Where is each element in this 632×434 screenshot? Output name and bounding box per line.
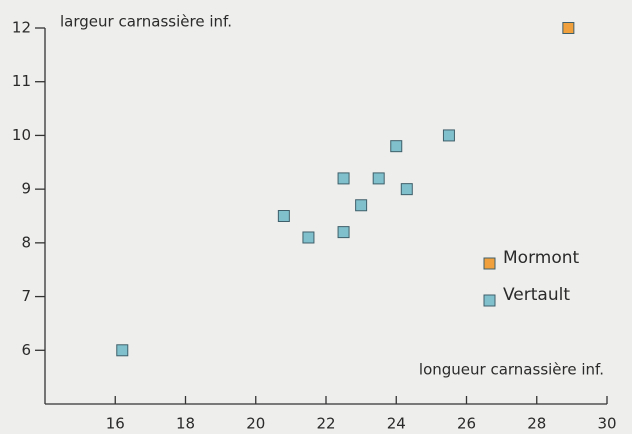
point [442, 129, 455, 142]
legend-label: Mormont [503, 248, 579, 268]
x-tick-label: 18 [176, 415, 195, 433]
y-axis-label: largeur carnassière inf. [60, 13, 232, 31]
x-tick-label: 16 [106, 415, 125, 433]
point [277, 210, 290, 222]
legend-swatch [483, 294, 496, 307]
point [400, 183, 413, 196]
x-tick-label: 26 [457, 415, 476, 433]
point [116, 344, 129, 357]
x-axis-label: longueur carnassière inf. [419, 361, 604, 379]
y-tick-label: 11 [12, 72, 31, 90]
point [337, 226, 350, 239]
y-tick-label: 10 [12, 126, 31, 144]
y-tick-label: 7 [21, 287, 31, 305]
legend-label: Vertault [503, 285, 570, 305]
x-tick-label: 24 [387, 415, 406, 433]
x-tick-label: 28 [527, 415, 546, 433]
x-tick-label: 30 [597, 415, 616, 433]
x-tick-label: 22 [316, 415, 335, 433]
legend-swatch [483, 257, 496, 270]
point [355, 199, 368, 212]
x-tick-label: 20 [246, 415, 265, 433]
point [337, 172, 350, 185]
y-tick-label: 6 [21, 341, 31, 359]
point [372, 172, 385, 185]
y-tick-label: 9 [21, 180, 31, 198]
point [390, 140, 403, 153]
y-tick-label: 8 [21, 233, 31, 251]
point [302, 231, 315, 244]
y-tick-label: 12 [12, 19, 31, 37]
point [562, 22, 575, 34]
